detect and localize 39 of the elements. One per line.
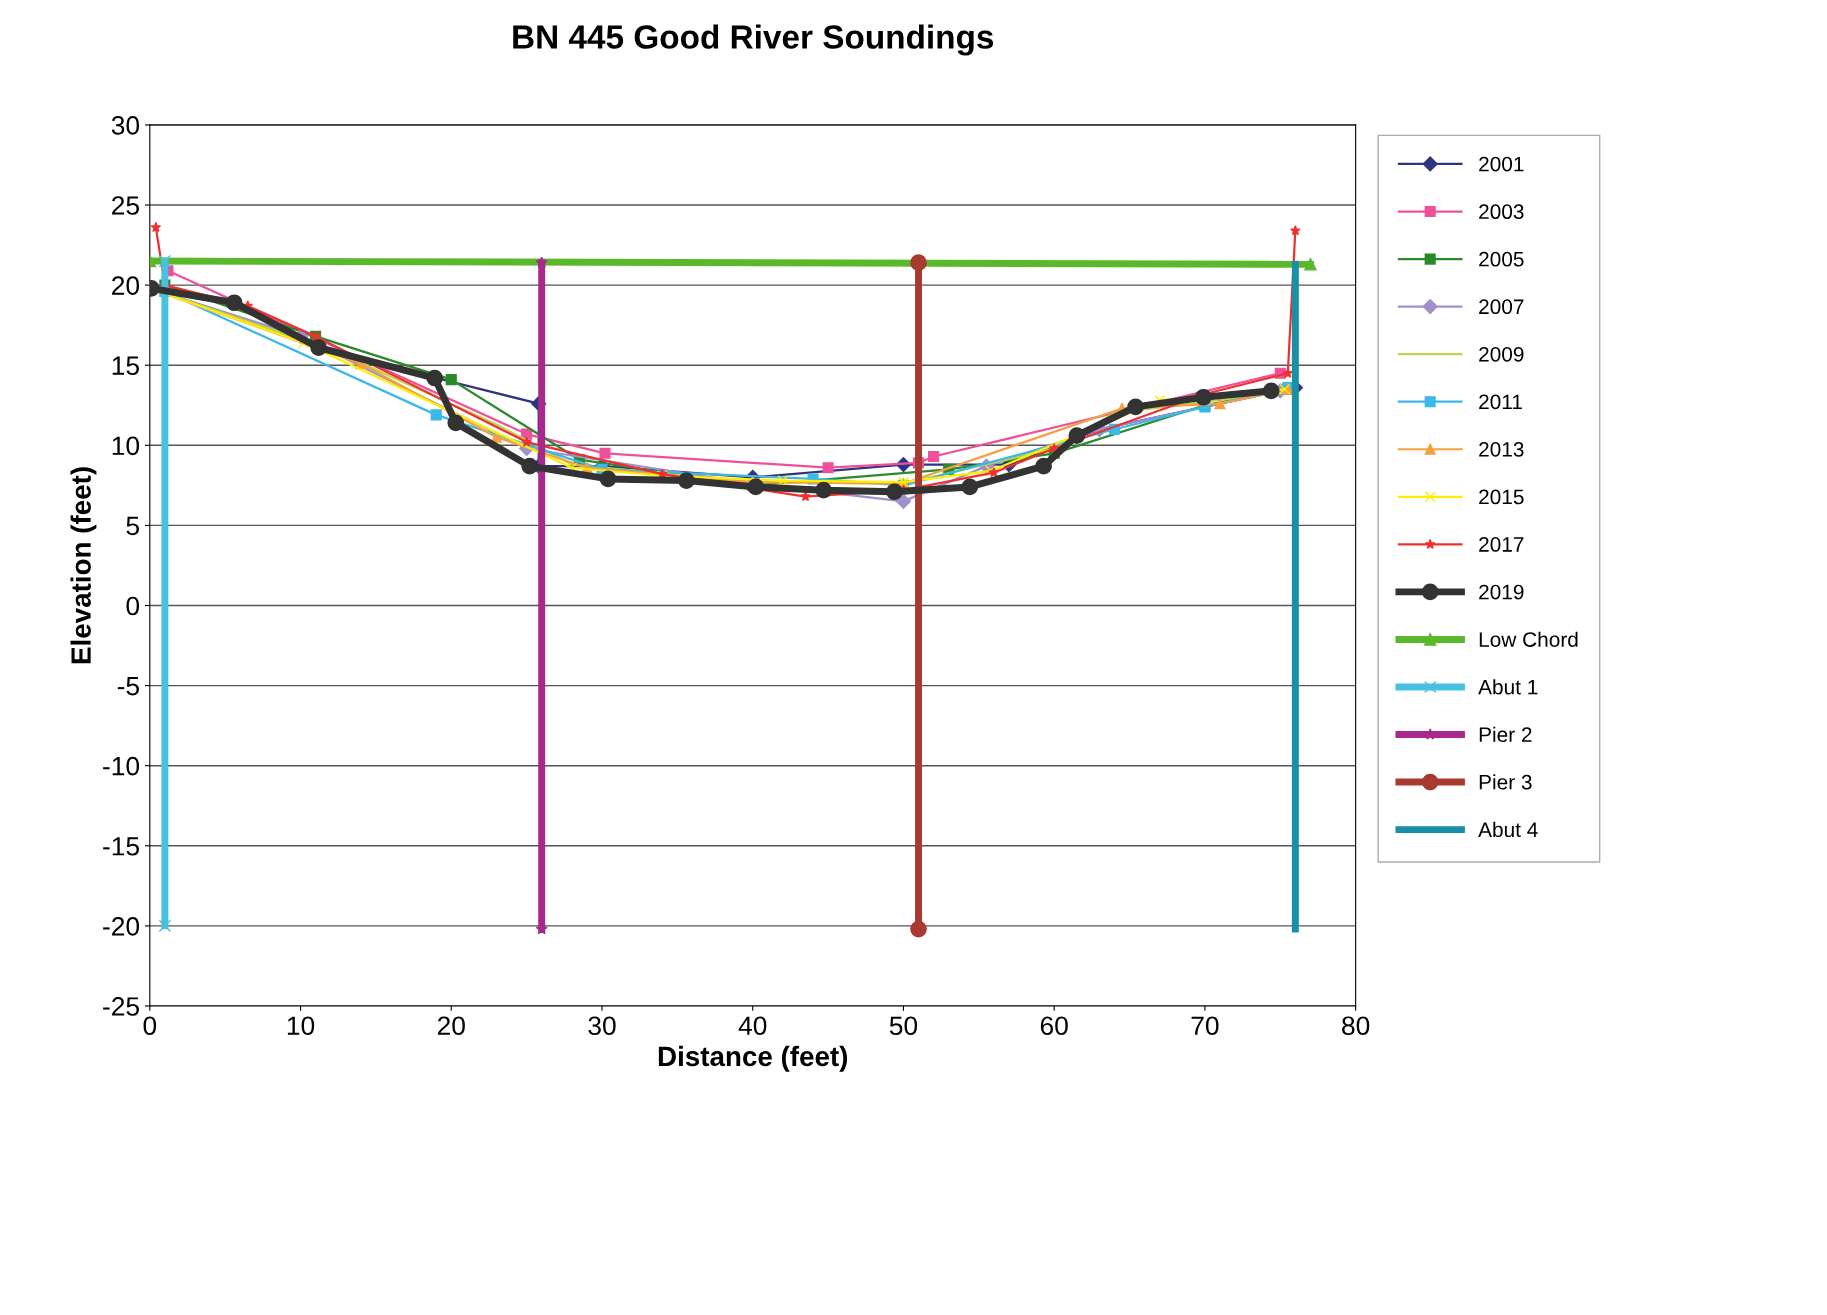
y-tick-label: -15 xyxy=(103,837,139,856)
legend-label: Pier 2 xyxy=(1479,726,1532,743)
y-tick-label: 15 xyxy=(112,356,139,376)
legend-label: 2001 xyxy=(1479,156,1524,172)
x-tick-label: 40 xyxy=(738,1016,767,1036)
y-tick-label: 10 xyxy=(112,436,140,456)
legend-label: 2015 xyxy=(1479,489,1524,505)
y-tick-label: -25 xyxy=(103,997,139,1016)
legend-label: Low Chord xyxy=(1479,631,1578,647)
x-tick-label: 30 xyxy=(588,1016,616,1036)
y-tick-label: 0 xyxy=(126,596,140,616)
x-tick-label: 20 xyxy=(437,1016,465,1036)
legend-label: 2007 xyxy=(1479,299,1524,315)
y-tick-label: -20 xyxy=(103,917,140,936)
y-tick-label: -5 xyxy=(117,677,139,696)
legend-label: 2013 xyxy=(1479,442,1524,457)
x-tick-label: 10 xyxy=(287,1016,315,1036)
x-tick-label: 70 xyxy=(1191,1016,1219,1036)
legend-label: 2019 xyxy=(1479,584,1524,600)
y-tick-label: 25 xyxy=(112,196,139,215)
legend-label: 2005 xyxy=(1479,251,1524,267)
y-tick-label: 30 xyxy=(111,116,140,135)
legend-label: Abut 4 xyxy=(1478,821,1538,838)
legend-label: 2011 xyxy=(1479,394,1522,410)
legend-label: Pier 3 xyxy=(1479,774,1532,790)
x-tick-label: 80 xyxy=(1342,1016,1370,1036)
x-tick-label: 0 xyxy=(143,1016,157,1036)
y-axis-title: Elevation (feet) xyxy=(70,467,97,664)
legend-label: 2003 xyxy=(1479,204,1524,220)
x-axis-title: Distance (feet) xyxy=(658,1045,848,1072)
x-tick-label: 60 xyxy=(1040,1016,1068,1036)
x-tick-label: 50 xyxy=(889,1016,918,1036)
legend-label: 2009 xyxy=(1479,346,1524,362)
y-tick-label: 5 xyxy=(126,516,139,536)
legend-label: Abut 1 xyxy=(1478,679,1538,695)
y-tick-label: -10 xyxy=(103,756,140,776)
y-tick-label: 20 xyxy=(112,276,140,295)
chart-title: BN 445 Good River Soundings xyxy=(513,24,994,56)
legend-label: 2017 xyxy=(1479,537,1524,552)
